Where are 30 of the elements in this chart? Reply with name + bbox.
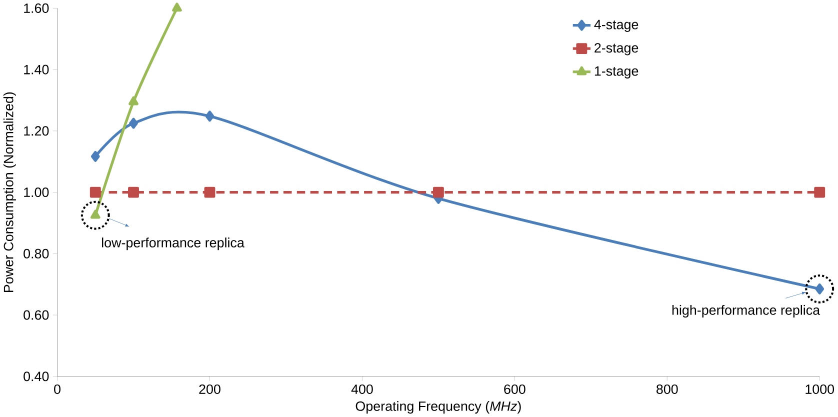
point	[172, 2, 182, 12]
point	[90, 150, 100, 162]
y-tick-label: 0.60	[24, 310, 49, 320]
annotation: low-performance replica	[102, 238, 244, 250]
y-tick-label: 1.40	[24, 64, 49, 74]
legend-label: 4-stage	[594, 20, 638, 32]
point	[814, 186, 826, 198]
x-axis-title: Operating Frequency (MHz)	[356, 401, 521, 414]
y-tick-label: 1.20	[24, 126, 49, 136]
x-tick-label: 0	[54, 384, 60, 394]
point	[205, 110, 214, 122]
point	[128, 96, 138, 106]
x-tick-label: 800	[656, 384, 678, 394]
point	[204, 186, 216, 198]
point	[129, 118, 138, 129]
y-tick-label: 1.00	[24, 188, 49, 198]
legend-label: 2-stage	[594, 43, 638, 56]
point	[128, 186, 139, 198]
x-tick-label: 600	[504, 384, 526, 394]
y-tick-label: 1.60	[24, 3, 49, 13]
y-tick-label: 0.80	[24, 248, 49, 258]
x-tick-label: 200	[199, 384, 220, 394]
y-tick-label: 0.40	[24, 372, 49, 382]
point	[90, 186, 101, 198]
y-axis-title: Power Consumption (Normalized)	[3, 92, 16, 292]
annotation: high-performance replica	[672, 304, 820, 318]
x-tick-label: 1000	[806, 384, 834, 394]
x-tick-label: 400	[351, 384, 373, 394]
legend-label: 1-stage	[594, 66, 638, 78]
point	[432, 186, 444, 198]
